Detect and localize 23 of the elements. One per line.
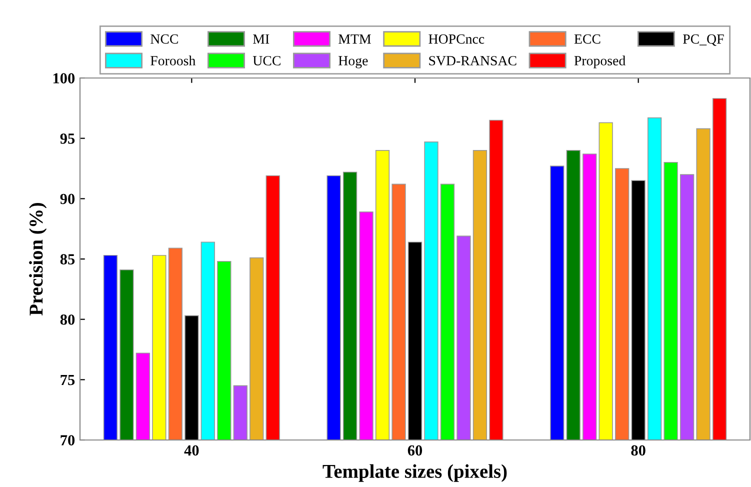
legend-label: NCC [150, 34, 178, 44]
legend-label: PC_QF [683, 34, 724, 46]
y-tick-label: 80 [60, 314, 75, 325]
y-tick-label: 70 [60, 435, 75, 446]
x-tick-label: 60 [408, 445, 422, 456]
x-tick-label: 40 [184, 445, 199, 456]
x-axis-title: Template sizes (pixels) [322, 464, 507, 482]
y-tick-label: 85 [60, 254, 75, 264]
legend-label: UCC [252, 56, 280, 66]
legend-label: ECC [574, 34, 600, 44]
y-axis-title: Precision (%) [29, 203, 47, 316]
legend-label: Foroosh [150, 56, 196, 66]
y-tick-label: 95 [60, 134, 75, 144]
legend-label: MI [253, 34, 270, 44]
legend-label: Proposed [574, 56, 626, 68]
legend-label: MTM [338, 34, 371, 44]
legend-label: SVD-RANSAC [429, 56, 516, 66]
y-tick-label: 100 [53, 73, 75, 84]
y-tick-label: 75 [60, 374, 75, 386]
legend-label: HOPCncc [428, 34, 484, 44]
legend-label: Hoge [338, 56, 368, 68]
y-tick-label: 90 [60, 194, 75, 204]
x-tick-label: 80 [631, 445, 646, 456]
